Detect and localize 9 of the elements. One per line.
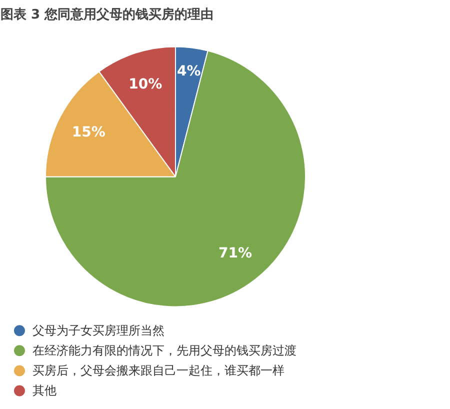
data-label: 15% xyxy=(72,124,106,141)
data-label: 4% xyxy=(176,64,201,80)
legend-label: 在经济能力有限的情况下，先用父母的钱买房过渡 xyxy=(32,344,296,358)
legend-label: 买房后，父母会搬来跟自己一起住，谁买都一样 xyxy=(32,364,284,378)
legend-label: 其他 xyxy=(32,384,56,398)
legend-label: 父母为子女买房理所当然 xyxy=(32,324,164,338)
chart-title: 图表 3 您同意用父母的钱买房的理由 xyxy=(0,6,214,22)
data-label: 10% xyxy=(128,76,162,92)
data-label: 71% xyxy=(218,245,252,262)
